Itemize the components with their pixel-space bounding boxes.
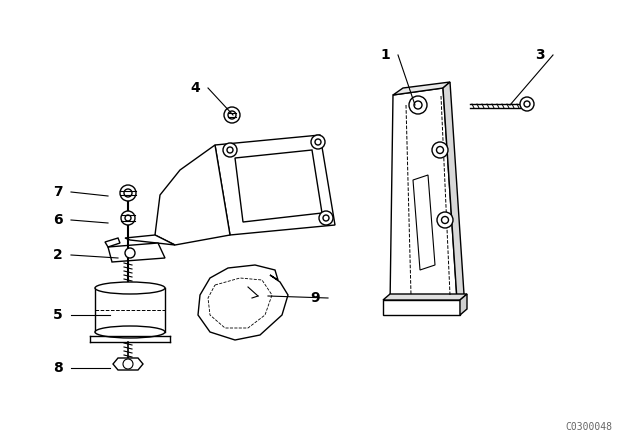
- Polygon shape: [108, 243, 165, 262]
- Circle shape: [524, 101, 530, 107]
- Circle shape: [442, 216, 449, 224]
- Circle shape: [223, 143, 237, 157]
- Circle shape: [311, 135, 325, 149]
- Circle shape: [224, 107, 240, 123]
- Circle shape: [121, 211, 135, 225]
- Polygon shape: [383, 294, 467, 300]
- Circle shape: [315, 139, 321, 145]
- Polygon shape: [413, 175, 435, 270]
- Circle shape: [323, 215, 329, 221]
- Text: C0300048: C0300048: [565, 422, 612, 432]
- Circle shape: [432, 142, 448, 158]
- Text: 4: 4: [190, 81, 200, 95]
- Circle shape: [319, 211, 333, 225]
- Circle shape: [520, 97, 534, 111]
- Polygon shape: [125, 235, 175, 245]
- Circle shape: [123, 359, 133, 369]
- Polygon shape: [443, 82, 464, 300]
- Text: 8: 8: [53, 361, 63, 375]
- Polygon shape: [393, 82, 450, 95]
- Text: 3: 3: [536, 48, 545, 62]
- Polygon shape: [390, 88, 457, 305]
- Polygon shape: [215, 135, 335, 235]
- Polygon shape: [460, 294, 467, 315]
- Text: 1: 1: [380, 48, 390, 62]
- Circle shape: [228, 111, 236, 119]
- Text: 9: 9: [310, 291, 320, 305]
- Polygon shape: [155, 145, 230, 245]
- Circle shape: [437, 212, 453, 228]
- Polygon shape: [235, 150, 322, 222]
- Polygon shape: [198, 265, 288, 340]
- Polygon shape: [383, 300, 460, 315]
- Text: 5: 5: [53, 308, 63, 322]
- Polygon shape: [105, 238, 120, 247]
- Circle shape: [409, 96, 427, 114]
- Text: 7: 7: [53, 185, 63, 199]
- Circle shape: [125, 248, 135, 258]
- Circle shape: [414, 101, 422, 109]
- Ellipse shape: [95, 282, 165, 294]
- Circle shape: [120, 185, 136, 201]
- Circle shape: [125, 215, 131, 221]
- Text: 2: 2: [53, 248, 63, 262]
- Ellipse shape: [95, 326, 165, 338]
- Polygon shape: [113, 358, 143, 370]
- Circle shape: [124, 189, 132, 197]
- Circle shape: [436, 146, 444, 154]
- Text: 6: 6: [53, 213, 63, 227]
- Circle shape: [227, 147, 233, 153]
